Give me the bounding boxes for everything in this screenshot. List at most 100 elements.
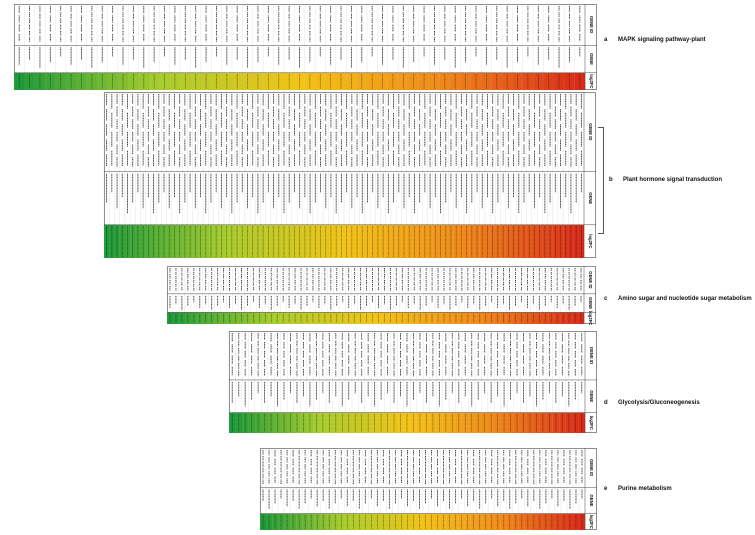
log2fc-cell [458, 224, 465, 258]
log2fc-cell [254, 412, 262, 433]
log2fc-cell [323, 224, 329, 258]
log2fc-cell [281, 224, 287, 258]
log2fc-cell [397, 412, 404, 433]
log2fc-cell [273, 72, 285, 90]
log2fc-cell [539, 412, 547, 433]
log2fc-cell [345, 412, 353, 433]
panel-label-c: c Amino sugar and nucleotide sugar metabo… [604, 296, 752, 302]
log2fc-cell [546, 412, 553, 433]
log2fc-cell [213, 224, 219, 258]
log2fc-cell [304, 72, 316, 90]
log2fc-cell [349, 224, 355, 258]
log2fc-cell [161, 224, 167, 258]
log2fc-cell [572, 412, 579, 433]
log2fc-cell [124, 224, 131, 258]
log2fc-cell [522, 72, 534, 90]
log2fc-cell [364, 224, 371, 258]
log2fc-cell [490, 224, 496, 258]
heatmap-panel-b: GENE ID GENE log2FC [103, 92, 596, 258]
log2fc-cell [429, 412, 437, 433]
log2fc-cell [469, 224, 475, 258]
log2fc-cell [351, 412, 359, 433]
log2fc-cell [252, 72, 264, 90]
log2fc-cell [423, 412, 430, 433]
log2fc-cell [512, 72, 523, 90]
log2fc-cell [432, 224, 439, 258]
log2fc-cell [371, 412, 379, 433]
log2fc-cell [563, 224, 569, 258]
log2fc-cell [307, 224, 313, 258]
log2fc-cell [291, 224, 298, 258]
heatmap-table-e: GENE ID GENE log2FC [259, 448, 597, 530]
log2fc-cell [150, 224, 157, 258]
log2fc-cell [255, 224, 261, 258]
log2fc-cell [542, 224, 548, 258]
log2fc-cell [346, 72, 357, 90]
log2fc-cell [437, 224, 444, 258]
heatmap-panel-d: GENE ID GENE log2FC [228, 331, 597, 433]
log2fc-cell [474, 224, 480, 258]
column-header: GENE [589, 495, 594, 507]
log2fc-cell [417, 224, 423, 258]
log2fc-cell [505, 224, 512, 258]
log2fc-cell [180, 72, 191, 90]
log2fc-cell [390, 412, 398, 433]
log2fc-cell [380, 224, 386, 258]
log2fc-cell [398, 72, 409, 90]
log2fc-cell [453, 224, 459, 258]
log2fc-cell [190, 72, 202, 90]
bracket-b [598, 127, 604, 234]
log2fc-cell [470, 72, 482, 90]
log2fc-cell [578, 224, 585, 258]
log2fc-cell [130, 224, 136, 258]
log2fc-cell [263, 72, 274, 90]
log2fc-cell [211, 72, 222, 90]
log2fc-cell [229, 412, 236, 433]
log2fc-cell [159, 72, 170, 90]
log2fc-cell [448, 224, 454, 258]
log2fc-cell [526, 224, 532, 258]
log2fc-cell [140, 224, 146, 258]
log2fc-cell [481, 412, 489, 433]
log2fc-cell [436, 412, 443, 433]
column-header: GENE [589, 390, 594, 402]
log2fc-cell [192, 224, 199, 258]
log2fc-cell [410, 412, 417, 433]
panel-letter-d: d [604, 400, 608, 406]
log2fc-cell [553, 72, 565, 90]
log2fc-cell [443, 224, 449, 258]
log2fc-cell [265, 224, 272, 258]
column-header: GENE ID [589, 347, 594, 364]
log2fc-cell [169, 72, 181, 90]
heatmap-panel-c: GENE ID GENE log2FC [166, 266, 596, 325]
log2fc-cell [107, 72, 118, 90]
log2fc-cell [439, 72, 451, 90]
panel-letter-e: e [604, 486, 608, 492]
log2fc-cell [464, 224, 470, 258]
log2fc-cell [537, 224, 543, 258]
log2fc-cell [293, 412, 301, 433]
panel-letter-a: a [604, 37, 608, 43]
log2fc-cell [65, 72, 77, 90]
log2fc-cell [86, 72, 98, 90]
log2fc-cell [578, 412, 586, 433]
log2fc-cell [358, 412, 366, 433]
log2fc-cell [377, 412, 385, 433]
log2fc-cell [328, 224, 334, 258]
log2fc-cell [479, 224, 486, 258]
column-header: GENE [589, 53, 594, 65]
log2fc-cell [401, 224, 407, 258]
log2fc-cell [182, 224, 188, 258]
log2fc-cell [552, 412, 560, 433]
log2fc-cell [442, 412, 450, 433]
log2fc-cell [128, 72, 139, 90]
log2fc-cell [104, 224, 110, 258]
log2fc-cell [297, 224, 303, 258]
log2fc-cell [34, 72, 46, 90]
log2fc-cell [520, 412, 527, 433]
log2fc-cell [117, 72, 129, 90]
log2fc-cell [177, 224, 183, 258]
log2fc-cell [76, 72, 87, 90]
log2fc-cell [495, 224, 501, 258]
log2fc-cell [429, 72, 440, 90]
